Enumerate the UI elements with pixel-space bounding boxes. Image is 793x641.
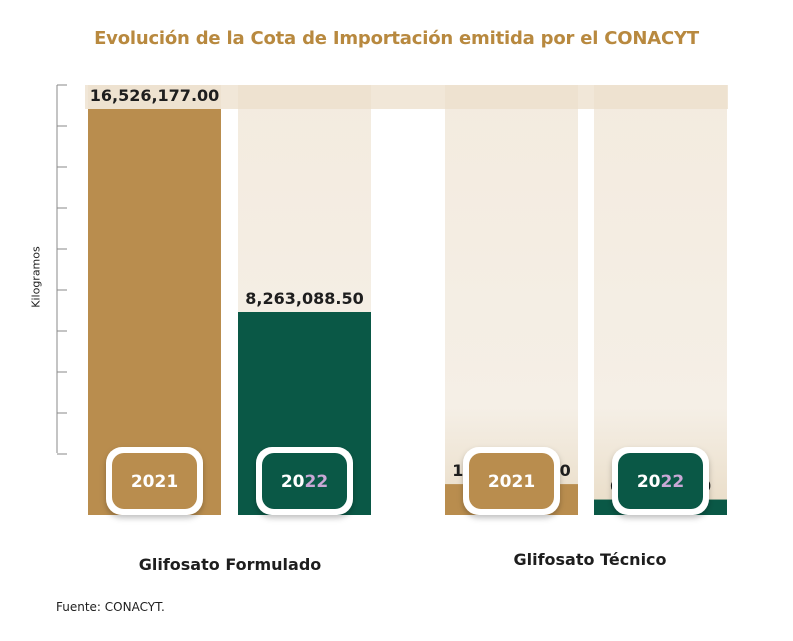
group-label-glifosato-formulado: Glifosato Formulado <box>138 555 322 574</box>
bar-track <box>445 85 578 515</box>
year-badge <box>112 453 197 509</box>
data-label: 8,263,088.50 <box>245 289 363 308</box>
data-label: 16,526,177.00 <box>90 86 220 105</box>
year-badge <box>618 453 703 509</box>
year-badge <box>262 453 347 509</box>
legend-year-2021: 2021 <box>488 472 535 492</box>
legend-year-2021: 2021 <box>131 472 178 492</box>
group-label-glifosato-tecnico: Glifosato Técnico <box>513 550 667 569</box>
top-band <box>85 85 728 109</box>
chart-title: Evolución de la Cota de Importación emit… <box>94 28 699 49</box>
legend-year-2022: 2022 <box>637 472 684 492</box>
legend-year-2022: 2022 <box>281 472 328 492</box>
source-note: Fuente: CONACYT. <box>56 600 165 614</box>
bar-track <box>594 85 727 515</box>
year-badge <box>469 453 554 509</box>
